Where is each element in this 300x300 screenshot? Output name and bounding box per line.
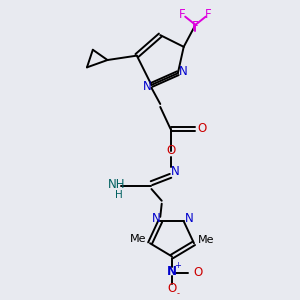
Text: N: N xyxy=(184,212,194,225)
Text: N: N xyxy=(179,65,188,78)
Text: -: - xyxy=(176,290,179,298)
Text: N: N xyxy=(152,212,160,225)
Text: +: + xyxy=(174,261,181,270)
Text: N: N xyxy=(167,265,177,278)
Text: Me: Me xyxy=(129,234,146,244)
Text: Me: Me xyxy=(198,235,214,245)
Text: O: O xyxy=(197,122,206,135)
Text: F: F xyxy=(192,20,199,33)
Text: N: N xyxy=(143,80,152,93)
Text: N: N xyxy=(170,165,179,178)
Text: O: O xyxy=(166,144,175,158)
Text: F: F xyxy=(179,8,186,21)
Text: O: O xyxy=(193,266,203,279)
Text: O: O xyxy=(167,282,177,295)
Text: F: F xyxy=(204,8,211,21)
Text: NH: NH xyxy=(107,178,125,191)
Text: H: H xyxy=(115,190,123,200)
